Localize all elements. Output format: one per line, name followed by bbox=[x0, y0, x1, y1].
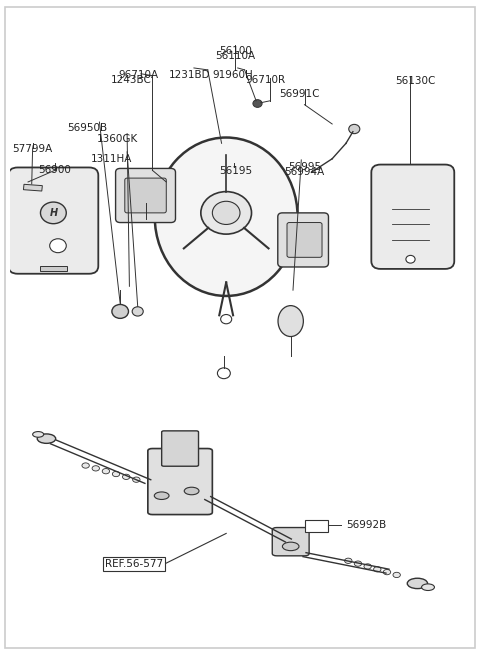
Text: 1243BC: 1243BC bbox=[111, 75, 152, 85]
Ellipse shape bbox=[122, 474, 130, 479]
Text: 56994A: 56994A bbox=[284, 166, 324, 177]
FancyBboxPatch shape bbox=[287, 223, 322, 257]
Text: 56900: 56900 bbox=[38, 165, 71, 176]
Ellipse shape bbox=[132, 477, 140, 482]
Text: 56991C: 56991C bbox=[280, 89, 320, 99]
FancyBboxPatch shape bbox=[272, 527, 309, 556]
Ellipse shape bbox=[393, 572, 400, 578]
Text: REF.56-577: REF.56-577 bbox=[105, 559, 163, 569]
FancyBboxPatch shape bbox=[162, 431, 199, 466]
Circle shape bbox=[50, 239, 66, 253]
Ellipse shape bbox=[155, 138, 298, 296]
Circle shape bbox=[212, 201, 240, 225]
Circle shape bbox=[132, 307, 143, 316]
Text: 1360GK: 1360GK bbox=[97, 134, 139, 145]
Text: 56100: 56100 bbox=[219, 46, 252, 56]
Text: 56995: 56995 bbox=[288, 162, 321, 172]
Text: 56992B: 56992B bbox=[346, 520, 386, 530]
FancyBboxPatch shape bbox=[148, 449, 212, 515]
Circle shape bbox=[282, 542, 299, 551]
Text: 56130C: 56130C bbox=[395, 77, 435, 86]
Text: 96710R: 96710R bbox=[245, 75, 286, 85]
Circle shape bbox=[163, 444, 198, 462]
Text: H: H bbox=[49, 208, 58, 218]
Text: 56950B: 56950B bbox=[67, 123, 107, 133]
Text: 56110A: 56110A bbox=[216, 51, 255, 62]
Ellipse shape bbox=[92, 466, 99, 471]
Bar bbox=[24, 184, 42, 191]
Text: 96710A: 96710A bbox=[119, 69, 159, 79]
FancyBboxPatch shape bbox=[116, 168, 176, 223]
Ellipse shape bbox=[345, 558, 352, 563]
Text: 1311HA: 1311HA bbox=[91, 154, 132, 164]
FancyBboxPatch shape bbox=[9, 168, 98, 274]
Text: 57799A: 57799A bbox=[12, 144, 53, 154]
Bar bbox=[39, 266, 67, 271]
FancyBboxPatch shape bbox=[278, 213, 328, 267]
Circle shape bbox=[217, 368, 230, 379]
Ellipse shape bbox=[82, 463, 89, 468]
Circle shape bbox=[33, 432, 44, 438]
Ellipse shape bbox=[384, 569, 391, 574]
Circle shape bbox=[184, 487, 199, 495]
Circle shape bbox=[37, 434, 56, 443]
Circle shape bbox=[170, 448, 190, 458]
Ellipse shape bbox=[102, 468, 109, 474]
Ellipse shape bbox=[278, 306, 303, 337]
Circle shape bbox=[112, 305, 129, 318]
Bar bbox=[304, 521, 327, 533]
Circle shape bbox=[40, 202, 66, 224]
Circle shape bbox=[154, 492, 169, 500]
Circle shape bbox=[349, 124, 360, 134]
Circle shape bbox=[201, 192, 252, 234]
Ellipse shape bbox=[364, 564, 372, 569]
Circle shape bbox=[221, 314, 232, 324]
Text: 91960H: 91960H bbox=[213, 69, 253, 79]
Text: 56195: 56195 bbox=[219, 166, 252, 176]
Ellipse shape bbox=[354, 561, 361, 567]
Circle shape bbox=[406, 255, 415, 263]
Circle shape bbox=[421, 584, 434, 591]
Circle shape bbox=[253, 100, 262, 107]
FancyBboxPatch shape bbox=[125, 178, 166, 213]
Text: 1231BD: 1231BD bbox=[168, 69, 210, 79]
FancyBboxPatch shape bbox=[372, 164, 454, 269]
Ellipse shape bbox=[373, 567, 381, 572]
Ellipse shape bbox=[112, 472, 120, 477]
Circle shape bbox=[407, 578, 428, 589]
